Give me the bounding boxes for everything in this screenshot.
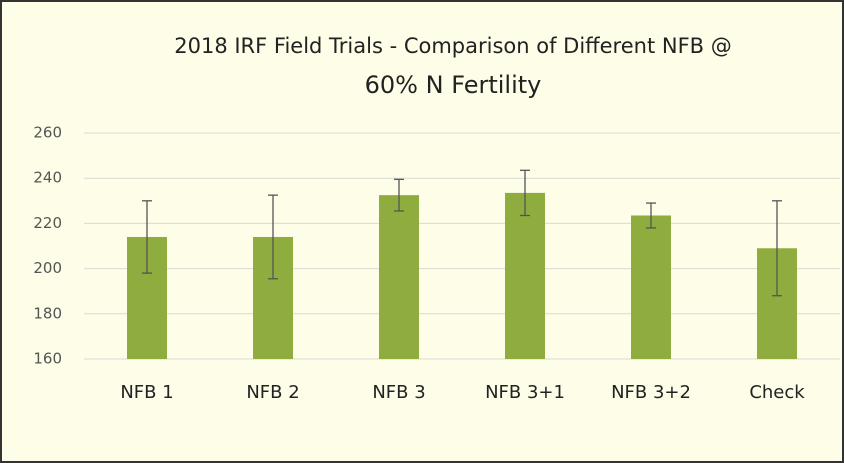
x-tick-label: Check bbox=[749, 382, 805, 403]
y-tick-label: 200 bbox=[33, 259, 62, 277]
error-bar bbox=[268, 194, 278, 280]
chart-subtitle: 60% N Fertility bbox=[365, 71, 542, 99]
bar bbox=[631, 215, 671, 359]
y-tick-label: 240 bbox=[33, 169, 62, 187]
y-tick-label: 180 bbox=[33, 304, 62, 322]
error-bar bbox=[142, 200, 152, 274]
y-tick-label: 260 bbox=[33, 124, 62, 142]
chart-title: 2018 IRF Field Trials - Comparison of Di… bbox=[174, 34, 731, 58]
x-tick-label: NFB 3+2 bbox=[611, 382, 691, 403]
error-bar bbox=[646, 202, 656, 229]
error-bar bbox=[520, 169, 530, 217]
y-tick-label: 160 bbox=[33, 350, 62, 368]
error-bar bbox=[394, 178, 404, 212]
bar bbox=[505, 192, 545, 359]
bar bbox=[379, 195, 419, 359]
error-bar bbox=[772, 200, 782, 297]
x-tick-label: NFB 3+1 bbox=[485, 382, 565, 403]
x-tick-label: NFB 1 bbox=[120, 382, 173, 403]
x-tick-label: NFB 2 bbox=[246, 382, 299, 403]
x-tick-label: NFB 3 bbox=[372, 382, 425, 403]
y-tick-label: 220 bbox=[33, 214, 62, 232]
